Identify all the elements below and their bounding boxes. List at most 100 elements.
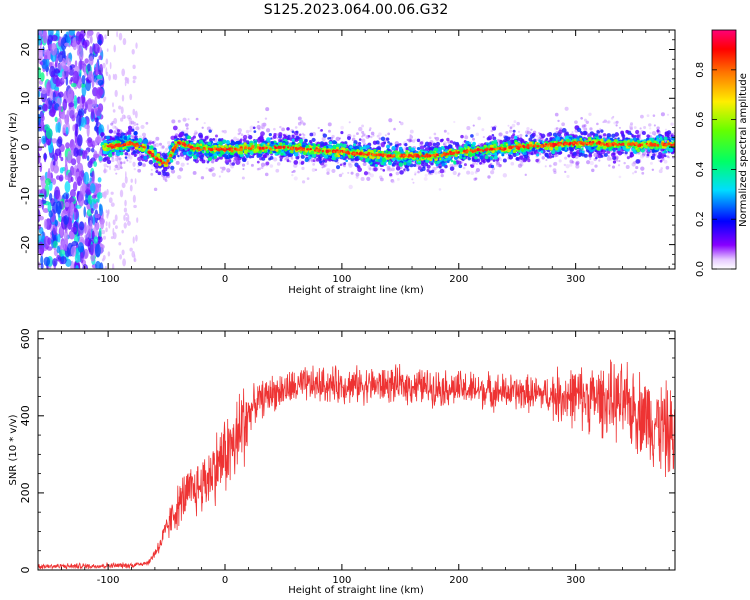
- noise-speck: [108, 221, 111, 229]
- spectral-sample: [618, 175, 622, 179]
- spectral-sample: [408, 146, 412, 150]
- spectral-sample: [490, 170, 495, 175]
- spectral-sample: [187, 135, 191, 140]
- spectral-sample: [379, 175, 383, 179]
- spectral-sample: [378, 137, 382, 140]
- noise-blob: [68, 30, 76, 36]
- noise-blob: [55, 200, 62, 215]
- spectral-sample: [114, 164, 118, 169]
- spectral-sample: [239, 131, 242, 135]
- spectral-sample: [213, 155, 217, 159]
- spectral-sample: [343, 164, 346, 168]
- spectral-sample: [538, 152, 542, 156]
- spectral-sample: [566, 174, 570, 179]
- spectral-sample: [412, 181, 415, 184]
- spectral-sample: [111, 120, 115, 124]
- spectral-sample: [327, 122, 332, 127]
- spectral-sample: [626, 156, 630, 160]
- spectral-sample: [414, 173, 417, 176]
- noise-blob: [78, 60, 83, 71]
- noise-speck: [105, 209, 108, 214]
- noise-blob: [83, 171, 90, 185]
- spectral-sample: [163, 167, 168, 172]
- spectral-sample: [265, 128, 271, 133]
- spectral-sample: [610, 116, 614, 120]
- spectral-sample: [245, 129, 250, 134]
- noise-speck: [132, 64, 136, 70]
- spectral-sample: [374, 163, 378, 168]
- noise-blob: [40, 175, 46, 189]
- spectral-sample: [442, 143, 446, 146]
- noise-blob: [60, 37, 67, 51]
- spectral-sample: [583, 124, 587, 128]
- spectral-sample: [369, 127, 372, 130]
- spectral-sample: [291, 134, 295, 138]
- figure-title: S125.2023.064.00.06.G32: [264, 2, 449, 18]
- noise-speck: [116, 31, 118, 38]
- spectral-sample: [519, 162, 524, 167]
- spectral-sample: [473, 177, 477, 181]
- spectral-sample: [581, 147, 584, 151]
- spectral-sample: [142, 163, 146, 167]
- spectral-sample: [317, 126, 320, 130]
- noise-blob: [54, 68, 61, 74]
- spectral-sample: [123, 161, 126, 165]
- spectral-sample: [540, 133, 546, 139]
- spectral-sample: [581, 125, 585, 129]
- spectral-sample: [585, 120, 589, 124]
- spectral-sample: [304, 139, 308, 143]
- spectral-sample: [490, 164, 495, 169]
- spectral-sample: [118, 157, 122, 161]
- noise-blob: [90, 208, 94, 214]
- spectral-sample: [291, 173, 294, 177]
- noise-blob: [41, 103, 48, 112]
- spectral-sample: [474, 177, 478, 180]
- noise-blob: [76, 113, 82, 127]
- spectral-sample: [651, 130, 657, 136]
- spectral-sample: [115, 162, 121, 168]
- spectral-sample: [132, 150, 136, 154]
- spectral-sample: [539, 136, 542, 140]
- noise-blob: [96, 74, 103, 80]
- noise-blob: [43, 256, 51, 267]
- spectral-sample: [548, 152, 552, 156]
- spectral-sample: [554, 127, 558, 131]
- spectral-sample: [177, 154, 180, 158]
- spectral-sample: [340, 125, 344, 130]
- spectral-sample: [466, 126, 471, 131]
- spectral-sample: [593, 153, 598, 158]
- spectral-sample: [502, 158, 507, 163]
- noise-blob: [87, 194, 93, 205]
- spectral-sample: [524, 173, 527, 176]
- noise-blob: [96, 134, 102, 143]
- spectral-sample: [338, 137, 342, 140]
- spectral-sample: [659, 159, 663, 163]
- noise-speck: [120, 117, 124, 122]
- noise-blob: [83, 124, 90, 130]
- noise-blob: [38, 138, 42, 144]
- spectral-sample: [361, 139, 366, 144]
- spectral-sample: [591, 168, 595, 173]
- spectral-sample: [432, 142, 437, 147]
- spectral-sample: [124, 151, 129, 156]
- spectral-sample: [433, 168, 436, 172]
- spectral-sample: [336, 161, 340, 164]
- spectral-sample: [646, 134, 650, 138]
- spectral-sample: [162, 176, 167, 181]
- noise-blob: [52, 240, 58, 249]
- spectral-sample: [649, 127, 652, 130]
- spectral-sample: [133, 131, 138, 136]
- spectral-sample: [300, 160, 305, 165]
- spectral-sample: [653, 124, 656, 127]
- noise-blob: [65, 36, 71, 43]
- spectral-sample: [185, 123, 189, 127]
- spectral-sample: [128, 155, 133, 160]
- noise-blob: [87, 228, 92, 239]
- spectral-sample: [666, 130, 672, 135]
- spectral-sample: [641, 130, 646, 135]
- noise-blob: [71, 241, 79, 246]
- spectral-sample: [384, 134, 387, 137]
- spectral-sample: [589, 161, 594, 166]
- spectral-sample: [424, 162, 429, 167]
- spectral-sample: [649, 161, 653, 165]
